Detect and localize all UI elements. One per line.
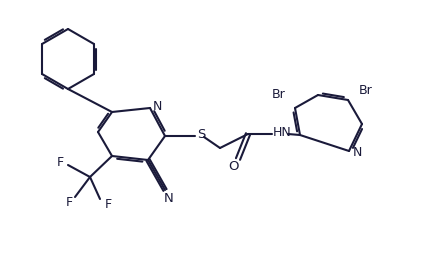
Text: HN: HN bbox=[272, 126, 291, 139]
Text: Br: Br bbox=[358, 84, 372, 97]
Text: F: F bbox=[104, 198, 111, 212]
Text: N: N bbox=[152, 100, 161, 113]
Text: O: O bbox=[228, 160, 239, 172]
Text: S: S bbox=[196, 129, 205, 141]
Text: N: N bbox=[352, 147, 361, 160]
Text: F: F bbox=[65, 197, 72, 210]
Text: Br: Br bbox=[272, 87, 285, 101]
Text: N: N bbox=[164, 192, 174, 204]
Text: F: F bbox=[56, 155, 63, 168]
